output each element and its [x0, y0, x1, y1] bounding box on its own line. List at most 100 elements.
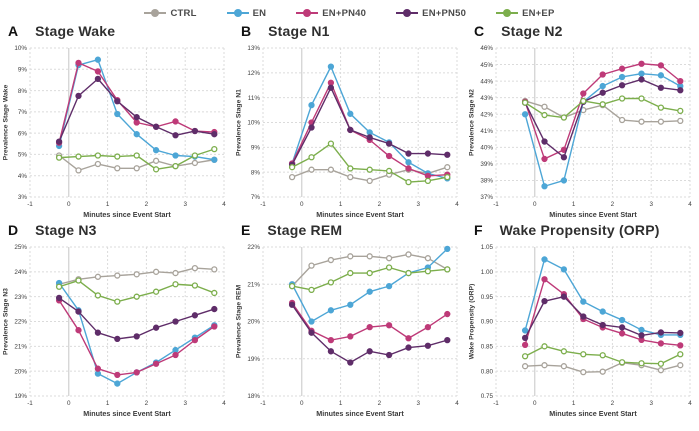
panel-c: C Stage N2 -1 0 1 2 3 4 37% 38% 39% 40% 41% 42% 43% 4…: [466, 23, 699, 222]
svg-text:0.75: 0.75: [481, 393, 494, 400]
svg-text:2: 2: [378, 400, 382, 407]
panel-a-chart: -1 0 1 2 3 4 3% 4% 5% 6% 7% 8% 9% 10% Prevalence Stage…: [0, 44, 233, 221]
svg-text:0: 0: [67, 201, 71, 208]
svg-text:0.80: 0.80: [481, 368, 494, 375]
svg-text:Minutes since Event Start: Minutes since Event Start: [83, 210, 171, 219]
panel-b-chart: -1 0 1 2 3 4 7% 8% 9% 10% 11% 12% 13% Prevalence Stag…: [233, 44, 466, 221]
svg-text:3: 3: [183, 400, 187, 407]
panel-d-chart: -1 0 1 2 3 4 19% 20% 21% 22% 23% 24% 25% Prevalence S…: [0, 243, 233, 420]
panel-d-title: Stage N3: [35, 222, 97, 238]
svg-text:0: 0: [300, 400, 304, 407]
svg-text:4: 4: [688, 400, 692, 407]
legend-label-ctrl: CTRL: [170, 7, 197, 19]
svg-text:38%: 38%: [480, 178, 493, 185]
svg-text:0.85: 0.85: [481, 344, 494, 351]
legend-label-en: EN: [252, 7, 267, 19]
svg-text:8%: 8%: [251, 169, 261, 176]
svg-text:37%: 37%: [480, 194, 493, 201]
svg-text:42%: 42%: [480, 111, 493, 118]
legend-marker-en-ep-icon: [496, 9, 519, 17]
svg-text:46%: 46%: [480, 45, 493, 52]
svg-text:-1: -1: [27, 201, 33, 208]
svg-text:1: 1: [572, 201, 576, 208]
legend-item-en: EN: [226, 7, 267, 19]
svg-text:39%: 39%: [480, 161, 493, 168]
svg-text:4: 4: [222, 201, 226, 208]
svg-text:19%: 19%: [14, 393, 27, 400]
svg-text:5%: 5%: [18, 152, 28, 159]
panel-f: F Wake Propensity (ORP) -1 0 1 2 3 4 0.75 0.80 0…: [466, 222, 699, 421]
legend-label-en-ep: EN+EP: [522, 7, 555, 19]
panel-f-header: F Wake Propensity (ORP): [466, 222, 699, 243]
svg-text:3: 3: [416, 201, 420, 208]
svg-text:2: 2: [145, 201, 149, 208]
svg-text:21%: 21%: [247, 281, 260, 288]
svg-text:19%: 19%: [247, 356, 260, 363]
svg-text:Wake Propensity (ORP): Wake Propensity (ORP): [469, 284, 476, 360]
svg-text:13%: 13%: [247, 45, 260, 52]
panel-c-header: C Stage N2: [466, 23, 699, 44]
svg-text:40%: 40%: [480, 145, 493, 152]
svg-text:Prevalence Stage N1: Prevalence Stage N1: [236, 89, 243, 156]
svg-text:Minutes since Event Start: Minutes since Event Start: [549, 409, 637, 418]
svg-text:4: 4: [455, 400, 459, 407]
legend-item-ctrl: CTRL: [144, 8, 196, 19]
legend-item-en-ep: EN+EP: [496, 8, 554, 19]
svg-text:0.90: 0.90: [481, 319, 494, 326]
svg-text:8%: 8%: [18, 88, 28, 95]
svg-text:21%: 21%: [14, 344, 27, 351]
svg-text:0: 0: [67, 400, 71, 407]
svg-text:4: 4: [222, 400, 226, 407]
svg-text:1: 1: [106, 201, 110, 208]
legend-label-en-pn40: EN+PN40: [322, 7, 367, 19]
svg-text:Minutes since Event Start: Minutes since Event Start: [316, 210, 404, 219]
svg-text:22%: 22%: [247, 244, 260, 251]
legend-marker-ctrl-icon: [144, 9, 167, 17]
svg-text:3: 3: [183, 201, 187, 208]
svg-text:1: 1: [572, 400, 576, 407]
svg-text:43%: 43%: [480, 95, 493, 102]
svg-text:Minutes since Event Start: Minutes since Event Start: [549, 210, 637, 219]
panel-b: B Stage N1 -1 0 1 2 3 4 7% 8% 9% 10% 11% 12% 13% Prev…: [233, 23, 466, 222]
svg-text:4%: 4%: [18, 173, 28, 180]
svg-text:2: 2: [378, 201, 382, 208]
svg-text:4: 4: [455, 201, 459, 208]
svg-text:23%: 23%: [14, 294, 27, 301]
svg-text:22%: 22%: [14, 319, 27, 326]
svg-text:Minutes since Event Start: Minutes since Event Start: [83, 409, 171, 418]
panel-e-header: E Stage REM: [233, 222, 466, 243]
svg-text:1.00: 1.00: [481, 269, 494, 276]
panel-f-title: Wake Propensity (ORP): [499, 222, 660, 238]
panel-c-title: Stage N2: [501, 23, 563, 39]
panel-b-title: Stage N1: [268, 23, 330, 39]
svg-text:1: 1: [339, 201, 343, 208]
panel-a-header: A Stage Wake: [0, 23, 233, 44]
panel-c-chart: -1 0 1 2 3 4 37% 38% 39% 40% 41% 42% 43% 44% 45% 46% Pre…: [466, 44, 699, 221]
svg-text:-1: -1: [493, 400, 499, 407]
svg-text:Prevalence Stage REM: Prevalence Stage REM: [236, 285, 243, 359]
svg-text:18%: 18%: [247, 393, 260, 400]
svg-text:2: 2: [145, 400, 149, 407]
svg-text:3: 3: [649, 201, 653, 208]
svg-text:44%: 44%: [480, 78, 493, 85]
svg-text:3: 3: [649, 400, 653, 407]
svg-text:41%: 41%: [480, 128, 493, 135]
panel-d-letter: D: [8, 222, 19, 238]
svg-text:11%: 11%: [248, 95, 261, 102]
svg-text:12%: 12%: [247, 70, 260, 77]
svg-text:1: 1: [339, 400, 343, 407]
svg-text:7%: 7%: [251, 194, 261, 201]
panel-d-header: D Stage N3: [0, 222, 233, 243]
legend-item-en-pn50: EN+PN50: [396, 8, 466, 19]
panel-a: A Stage Wake -1 0 1 2 3 4 3% 4% 5% 6% 7% 8% 9% 10% Pre…: [0, 23, 233, 222]
svg-text:0: 0: [533, 400, 537, 407]
panel-e-letter: E: [241, 222, 251, 238]
panel-e-chart: -1 0 1 2 3 4 18% 19% 20% 21% 22% Prevalence Stage R…: [233, 243, 466, 420]
svg-text:10%: 10%: [14, 45, 27, 52]
svg-text:9%: 9%: [18, 66, 28, 73]
panel-f-chart: -1 0 1 2 3 4 0.75 0.80 0.85 0.90 0.95 1.00 1.05 Wake …: [466, 243, 699, 420]
panel-b-letter: B: [241, 23, 252, 39]
svg-text:2: 2: [611, 400, 615, 407]
legend-marker-en-icon: [226, 9, 249, 17]
